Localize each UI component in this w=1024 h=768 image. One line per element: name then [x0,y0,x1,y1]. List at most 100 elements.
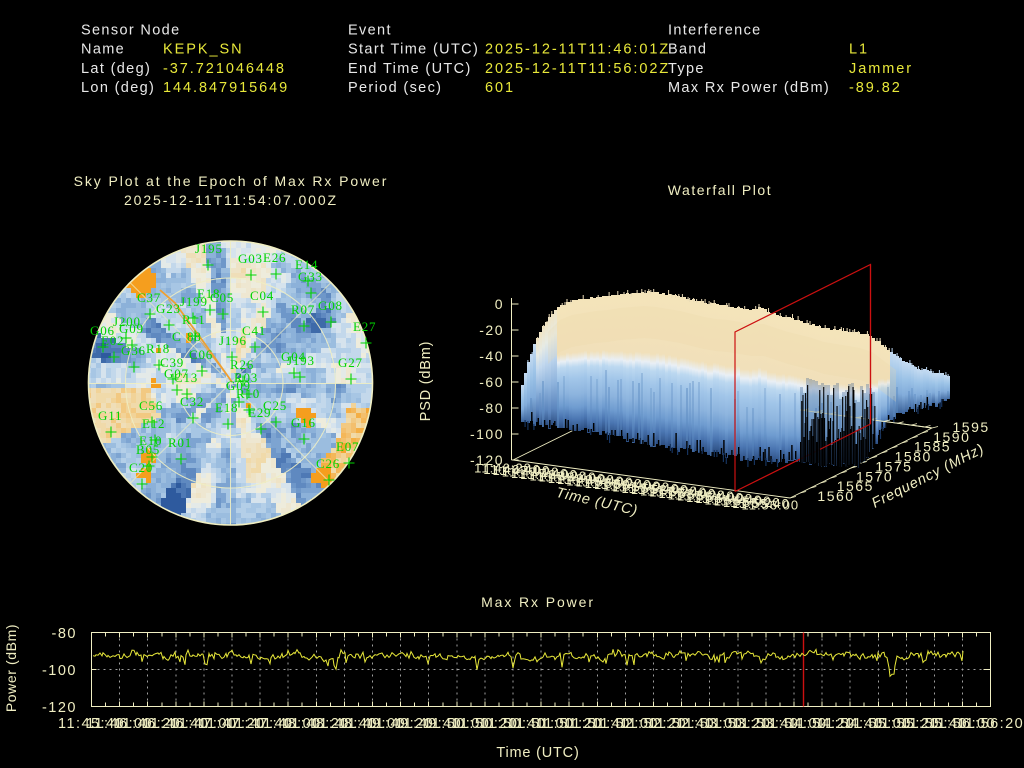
svg-text:11:56:20: 11:56:20 [957,716,1024,732]
svg-text:G36: G36 [121,343,146,358]
svg-text:88: 88 [187,329,202,344]
svg-text:E18: E18 [215,400,238,415]
svg-text:Start Time (UTC): Start Time (UTC) [348,42,479,58]
svg-text:Lat (deg): Lat (deg) [81,61,151,77]
svg-text:11:49:40: 11:49:40 [395,716,462,732]
svg-text:601: 601 [485,80,515,96]
svg-text:11:46:40: 11:46:40 [483,462,541,477]
svg-text:E27: E27 [353,319,376,334]
svg-text:R07: R07 [291,302,315,317]
svg-text:G16: G16 [291,415,316,430]
svg-text:11:50:40: 11:50:40 [594,477,652,492]
svg-text:J193: J193 [287,353,315,368]
svg-text:Period (sec): Period (sec) [348,80,442,96]
svg-text:11:47:00: 11:47:00 [493,463,551,478]
svg-text:11:55:40: 11:55:40 [732,496,790,511]
svg-text:1585: 1585 [914,439,951,455]
svg-text:1575: 1575 [875,458,912,474]
svg-text:C41: C41 [242,323,266,338]
svg-text:C37: C37 [137,290,161,305]
svg-text:Lon (deg): Lon (deg) [81,80,155,96]
svg-text:11:54:00: 11:54:00 [686,490,744,505]
svg-text:11:46:40: 11:46:40 [142,716,209,732]
svg-text:11:48:20: 11:48:20 [283,716,350,732]
svg-text:2025-12-11T11:56:02Z: 2025-12-11T11:56:02Z [485,61,670,77]
svg-text:E26: E26 [263,250,286,265]
svg-text:11:50:00: 11:50:00 [576,475,634,490]
svg-text:-120: -120 [470,452,504,468]
svg-text:11:50:20: 11:50:20 [451,716,518,732]
svg-text:11:49:20: 11:49:20 [367,716,434,732]
svg-text:11:48:20: 11:48:20 [529,468,587,483]
svg-text:J200: J200 [113,314,141,329]
svg-text:1560: 1560 [817,488,854,504]
svg-text:11:52:40: 11:52:40 [648,716,715,732]
svg-text:11:50:40: 11:50:40 [480,716,547,732]
svg-text:E02: E02 [101,333,124,348]
svg-text:End Time (UTC): End Time (UTC) [348,61,472,77]
svg-text:-80: -80 [52,626,77,642]
svg-text:-100: -100 [42,663,77,679]
svg-text:R01: R01 [168,435,192,450]
svg-text:Sky Plot at the Epoch of Max R: Sky Plot at the Epoch of Max Rx Power [74,173,389,189]
svg-text:11:53:00: 11:53:00 [658,486,716,501]
svg-text:C05: C05 [210,290,234,305]
svg-text:Interference: Interference [668,23,762,39]
svg-text:11:55:00: 11:55:00 [845,716,912,732]
svg-text:11:51:00: 11:51:00 [603,478,661,493]
svg-text:11:53:00: 11:53:00 [676,716,743,732]
svg-text:Power (dBm): Power (dBm) [3,624,19,712]
svg-text:E07: E07 [336,439,359,454]
svg-text:Time (UTC): Time (UTC) [496,745,579,761]
svg-text:-60: -60 [479,374,504,390]
svg-text:11:54:20: 11:54:20 [695,491,753,506]
svg-text:PSD (dBm): PSD (dBm) [418,341,434,422]
svg-text:L1: L1 [849,42,869,58]
svg-text:11:49:40: 11:49:40 [566,473,624,488]
svg-text:Band: Band [668,42,707,58]
svg-text:C13: C13 [174,370,198,385]
svg-text:B05: B05 [136,442,160,457]
svg-text:Name: Name [81,42,125,58]
svg-text:R18: R18 [146,341,170,356]
svg-text:11:54:40: 11:54:40 [817,716,884,732]
svg-text:11:47:20: 11:47:20 [199,716,266,732]
svg-text:C: C [172,329,181,344]
svg-text:11:45:40: 11:45:40 [58,716,125,732]
svg-text:11:55:20: 11:55:20 [873,716,940,732]
svg-text:11:52:20: 11:52:20 [640,484,698,499]
svg-text:Jammer: Jammer [849,61,913,77]
svg-text:11:47:00: 11:47:00 [170,716,237,732]
svg-text:11:48:40: 11:48:40 [311,716,378,732]
svg-text:11:46:00: 11:46:00 [86,716,153,732]
svg-text:Sensor Node: Sensor Node [81,23,181,39]
svg-text:11:52:00: 11:52:00 [592,716,659,732]
svg-text:C04: C04 [250,288,274,303]
svg-text:11:52:40: 11:52:40 [649,485,707,500]
svg-text:G06: G06 [90,323,115,338]
svg-text:11:49:00: 11:49:00 [548,471,606,486]
svg-text:2025-12-11T11:54:07.000Z: 2025-12-11T11:54:07.000Z [124,192,338,208]
svg-text:1580: 1580 [895,449,932,465]
svg-text:G27: G27 [338,355,363,370]
svg-text:11:49:00: 11:49:00 [339,716,406,732]
svg-text:-89.82: -89.82 [849,80,902,96]
svg-text:11:55:40: 11:55:40 [901,716,968,732]
svg-text:J195: J195 [195,241,223,256]
svg-text:11:53:20: 11:53:20 [704,716,771,732]
svg-text:E10: E10 [139,433,162,448]
svg-text:G09: G09 [119,321,144,336]
svg-text:E14: E14 [295,257,318,272]
svg-text:11:48:40: 11:48:40 [539,470,597,485]
svg-text:11:54:20: 11:54:20 [789,716,856,732]
svg-text:11:50:20: 11:50:20 [585,476,643,491]
svg-text:-120: -120 [42,700,77,716]
svg-text:Waterfall Plot: Waterfall Plot [668,182,772,198]
svg-text:1595: 1595 [953,419,990,435]
svg-text:11:55:00: 11:55:00 [714,494,772,509]
svg-text:-37.721046448: -37.721046448 [163,61,286,77]
svg-text:G11: G11 [98,408,122,423]
svg-text:C32: C32 [180,394,204,409]
svg-text:1570: 1570 [856,468,893,484]
svg-text:G09: G09 [226,378,251,393]
